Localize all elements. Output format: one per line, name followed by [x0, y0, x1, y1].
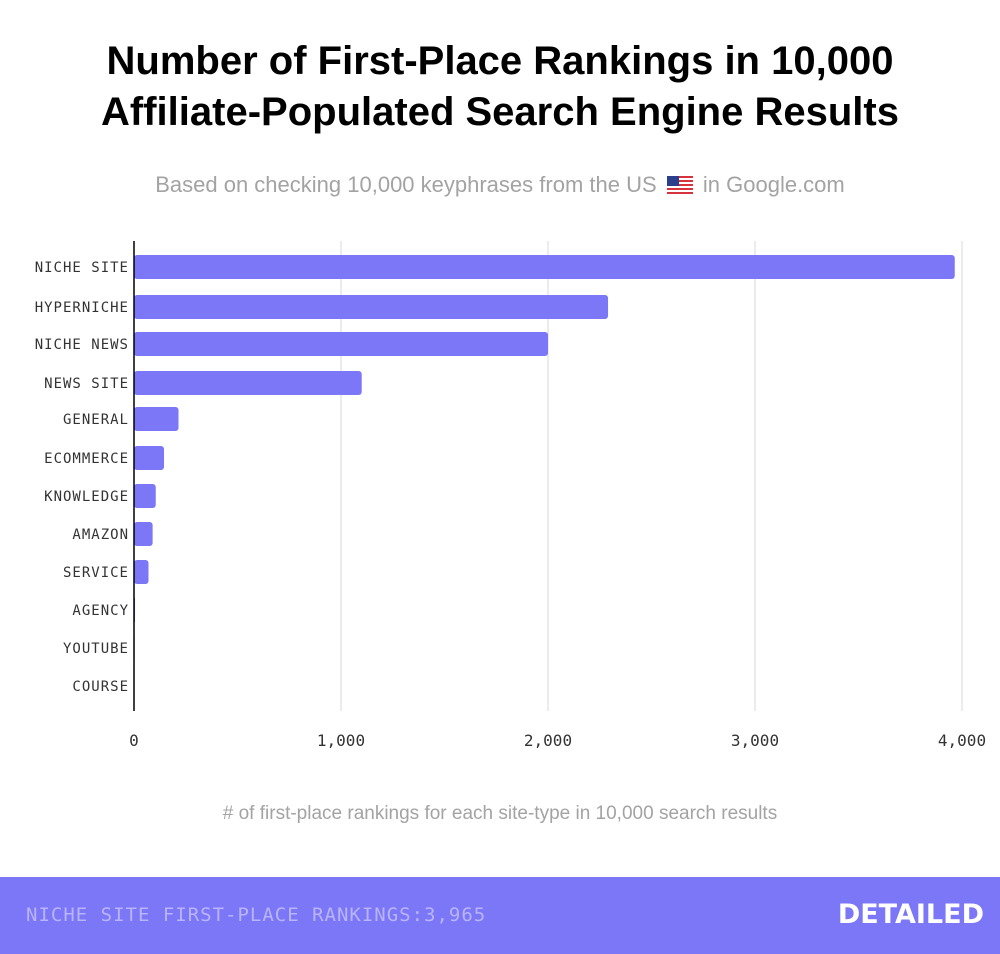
bar	[134, 371, 362, 395]
chart-title: Number of First-Place Rankings in 10,000…	[0, 36, 1000, 138]
category-label: KNOWLEDGE	[44, 489, 129, 505]
x-tick-label: 4,000	[938, 731, 986, 750]
x-tick-label: 1,000	[317, 731, 365, 750]
bar	[134, 295, 609, 319]
x-tick-labels: 0 1,000 2,000 3,000 4,000	[129, 731, 986, 750]
x-tick-label: 0	[129, 731, 139, 750]
subtitle-text-before: Based on checking 10,000 keyphrases from…	[155, 172, 657, 197]
bar	[134, 484, 156, 508]
bar	[134, 407, 179, 431]
category-label: SERVICE	[63, 565, 129, 581]
bar	[134, 560, 149, 584]
category-label: YOUTUBE	[63, 641, 129, 657]
subtitle-text-after: in Google.com	[702, 172, 845, 197]
bar	[134, 332, 548, 356]
category-label: AMAZON	[72, 527, 129, 543]
footer-stat-text: NICHE SITE FIRST-PLACE RANKINGS:3,965	[26, 904, 487, 926]
chart-subtitle: Based on checking 10,000 keyphrases from…	[0, 172, 1000, 198]
chart-title-line1: Number of First-Place Rankings in 10,000	[106, 39, 894, 83]
chart-title-line2: Affiliate-Populated Search Engine Result…	[101, 90, 899, 134]
category-label: NICHE SITE	[35, 260, 129, 276]
category-label: HYPERNICHE	[35, 300, 129, 316]
category-label: AGENCY	[72, 603, 129, 619]
category-label: NEWS SITE	[44, 376, 129, 392]
detailed-logo: DETAILED	[837, 899, 984, 930]
category-label: ECOMMERCE	[44, 451, 129, 467]
x-tick-label: 3,000	[731, 731, 779, 750]
footer-bar: NICHE SITE FIRST-PLACE RANKINGS:3,965 DE…	[0, 877, 1000, 954]
grid-lines	[340, 241, 963, 711]
category-labels: NICHE SITE HYPERNICHE NICHE NEWS NEWS SITE G…	[35, 260, 129, 695]
x-axis-label: # of first-place rankings for each site-…	[222, 803, 778, 824]
x-tick-label: 2,000	[524, 731, 572, 750]
bar	[134, 255, 955, 279]
category-label: NICHE NEWS	[35, 337, 129, 353]
bar-chart: NICHE SITE HYPERNICHE NICHE NEWS NEWS SITE G…	[35, 241, 986, 750]
category-label: GENERAL	[63, 412, 129, 428]
category-label: COURSE	[72, 679, 129, 695]
us-flag-icon	[666, 176, 693, 194]
bars	[134, 255, 955, 660]
bar	[134, 522, 153, 546]
bar	[134, 446, 165, 470]
